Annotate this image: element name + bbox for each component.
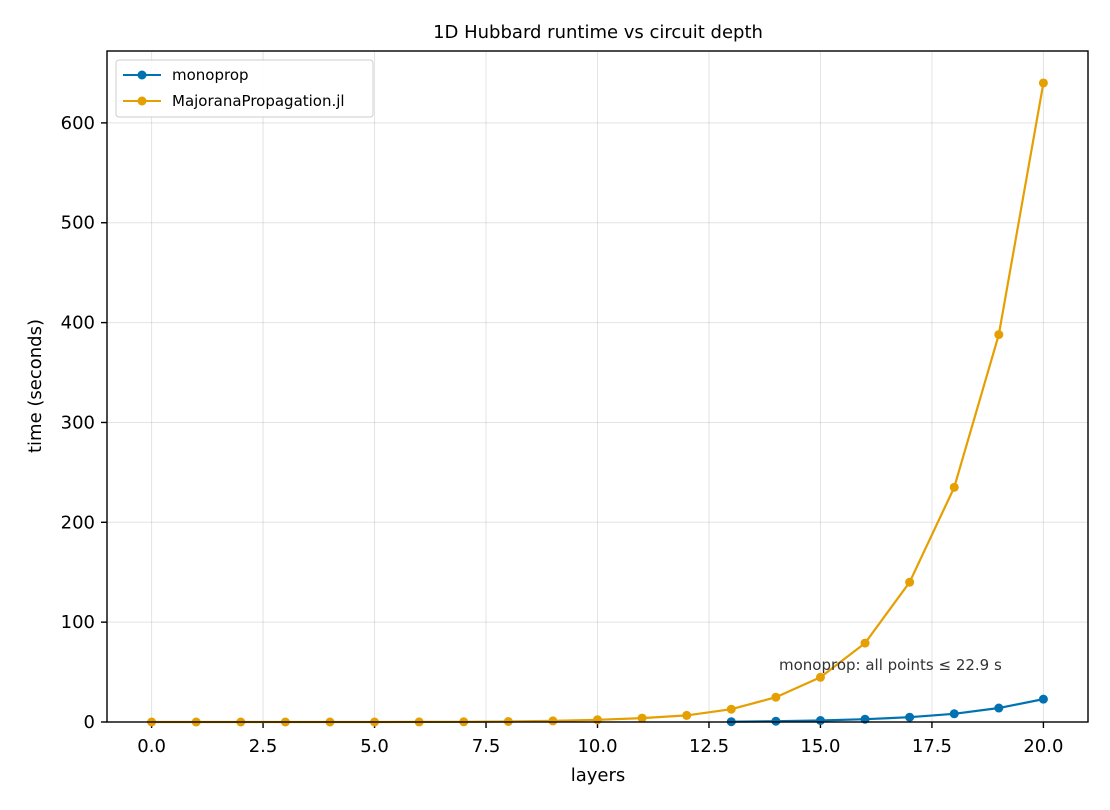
y-tick-label: 0 bbox=[84, 712, 95, 733]
x-tick-label: 7.5 bbox=[472, 736, 501, 757]
legend: monoprop MajoranaPropagation.jl bbox=[115, 59, 374, 118]
grid bbox=[107, 51, 1088, 723]
data-point-monoprop bbox=[1038, 694, 1048, 704]
x-tick-label: 12.5 bbox=[689, 736, 729, 757]
data-point-majorana bbox=[815, 672, 825, 682]
legend-label-monoprop: monoprop bbox=[172, 66, 249, 84]
y-tick-label: 200 bbox=[61, 512, 95, 533]
x-axis-label: layers bbox=[571, 765, 626, 786]
x-tick-label: 15.0 bbox=[800, 736, 840, 757]
chart-title: 1D Hubbard runtime vs circuit depth bbox=[433, 22, 763, 43]
legend-marker-monoprop bbox=[137, 70, 147, 80]
x-tick-label: 17.5 bbox=[912, 736, 952, 757]
data-point-majorana bbox=[637, 713, 647, 723]
y-axis-label: time (seconds) bbox=[25, 319, 46, 453]
data-point-majorana bbox=[1038, 78, 1048, 88]
data-point-monoprop bbox=[949, 709, 959, 719]
data-point-majorana bbox=[860, 638, 870, 648]
series-line-monoprop bbox=[731, 698, 1044, 723]
data-point-majorana bbox=[726, 704, 736, 714]
x-tick-label: 0.0 bbox=[137, 736, 166, 757]
data-point-majorana bbox=[682, 710, 692, 720]
data-point-majorana bbox=[994, 330, 1004, 340]
data-point-majorana bbox=[548, 716, 558, 726]
axis-ticks: 0.0 2.5 5.0 7.5 10.0 12.5 15.0 17.5 20.0 0 100 200 3… bbox=[61, 113, 1064, 757]
x-tick-label: 5.0 bbox=[360, 736, 389, 757]
legend-label-majorana: MajoranaPropagation.jl bbox=[172, 92, 345, 110]
data-point-monoprop bbox=[994, 703, 1004, 713]
data-point-majorana bbox=[771, 692, 781, 702]
data-point-monoprop bbox=[815, 716, 825, 726]
x-tick-label: 20.0 bbox=[1023, 736, 1063, 757]
x-tick-label: 2.5 bbox=[249, 736, 278, 757]
data-point-monoprop bbox=[905, 712, 915, 722]
y-tick-label: 100 bbox=[61, 612, 95, 633]
y-tick-label: 400 bbox=[61, 313, 95, 334]
x-tick-label: 10.0 bbox=[577, 736, 617, 757]
y-tick-label: 600 bbox=[61, 113, 95, 134]
data-point-majorana bbox=[593, 715, 602, 725]
legend-marker-majorana bbox=[137, 96, 147, 106]
annotation: monoprop: all points ≤ 22.9 s bbox=[779, 656, 1002, 674]
plot-frame bbox=[106, 50, 1089, 723]
legend-box bbox=[115, 59, 374, 118]
data-point-majorana bbox=[905, 577, 915, 587]
y-tick-label: 300 bbox=[61, 412, 95, 433]
data-point-monoprop bbox=[771, 716, 781, 726]
y-tick-label: 500 bbox=[61, 213, 95, 234]
data-point-majorana bbox=[949, 482, 959, 492]
